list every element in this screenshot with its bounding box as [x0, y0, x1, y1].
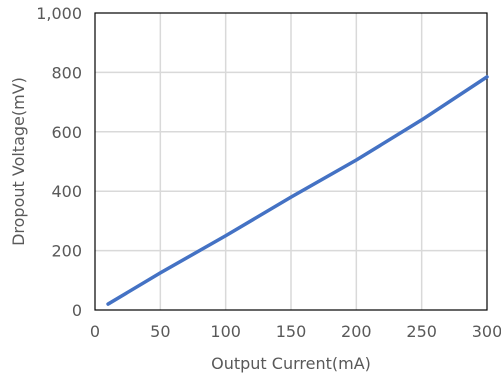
y-axis-label: Dropout Voltage(mV) — [9, 77, 28, 246]
y-tick-label: 0 — [72, 301, 82, 320]
y-tick-label: 200 — [51, 242, 82, 261]
plot-frame — [94, 12, 488, 311]
x-tick-label: 250 — [406, 322, 437, 341]
x-tick-label: 50 — [150, 322, 170, 341]
y-tick-label: 800 — [51, 63, 82, 82]
x-tick-label: 100 — [210, 322, 241, 341]
grid — [95, 13, 487, 310]
x-tick-labels: 0 50 100 150 200 250 300 — [90, 322, 501, 341]
y-tick-label: 400 — [51, 182, 82, 201]
x-tick-label: 150 — [276, 322, 307, 341]
y-tick-label: 600 — [51, 123, 82, 142]
series-line — [106, 75, 489, 306]
x-axis-label: Output Current(mA) — [211, 354, 371, 373]
y-tick-label: 1,000 — [36, 4, 82, 23]
y-tick-labels: 0 200 400 600 800 1,000 — [36, 4, 82, 320]
series-layer — [106, 75, 489, 306]
x-tick-label: 0 — [90, 322, 100, 341]
x-tick-label: 300 — [472, 322, 501, 341]
x-tick-label: 200 — [341, 322, 372, 341]
